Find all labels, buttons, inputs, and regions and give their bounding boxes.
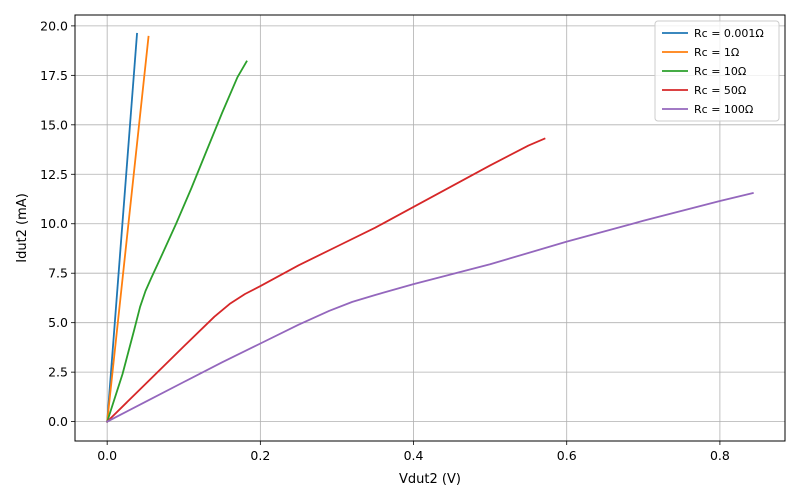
x-tick-label: 0.4 [404, 448, 424, 463]
ticks: 0.0 0.2 0.4 0.6 0.8 0.0 2.5 5.0 7.5 10.0 12.5 15.0 1… [40, 18, 730, 463]
x-axis-label: Vdut2 (V) [399, 472, 461, 487]
y-tick-label: 5.0 [48, 315, 68, 330]
series-line-1 [106, 32, 138, 423]
series-line-4 [105, 137, 546, 423]
plot-frame [74, 14, 786, 442]
x-tick-label: 0.0 [97, 448, 117, 463]
legend: Rc = 0.001Ω Rc = 1Ω Rc = 10Ω Rc = 50Ω Rc = 1… [654, 20, 780, 122]
legend-frame [654, 20, 780, 122]
y-tick-label: 0.0 [48, 414, 68, 429]
legend-label-2: Rc = 1Ω [694, 46, 739, 59]
series-line-2 [106, 35, 150, 423]
x-tick-label: 0.8 [710, 448, 730, 463]
legend-label-4: Rc = 50Ω [694, 84, 746, 97]
x-tick-label: 0.6 [557, 448, 577, 463]
y-tick-label: 7.5 [48, 266, 68, 281]
y-tick-label: 17.5 [40, 68, 68, 83]
y-tick-label: 2.5 [48, 365, 68, 380]
x-tick-label: 0.2 [250, 448, 270, 463]
series-line-5 [105, 192, 754, 423]
y-tick-label: 10.0 [40, 216, 68, 231]
y-axis-label: Idut2 (mA) [15, 193, 30, 263]
series-layer [105, 32, 754, 423]
legend-label-5: Rc = 100Ω [694, 103, 753, 116]
legend-label-1: Rc = 0.001Ω [694, 27, 764, 40]
y-tick-label: 12.5 [40, 167, 68, 182]
series-line-3 [106, 60, 248, 423]
y-tick-label: 20.0 [40, 18, 68, 33]
legend-label-3: Rc = 10Ω [694, 65, 746, 78]
y-tick-label: 15.0 [40, 117, 68, 132]
